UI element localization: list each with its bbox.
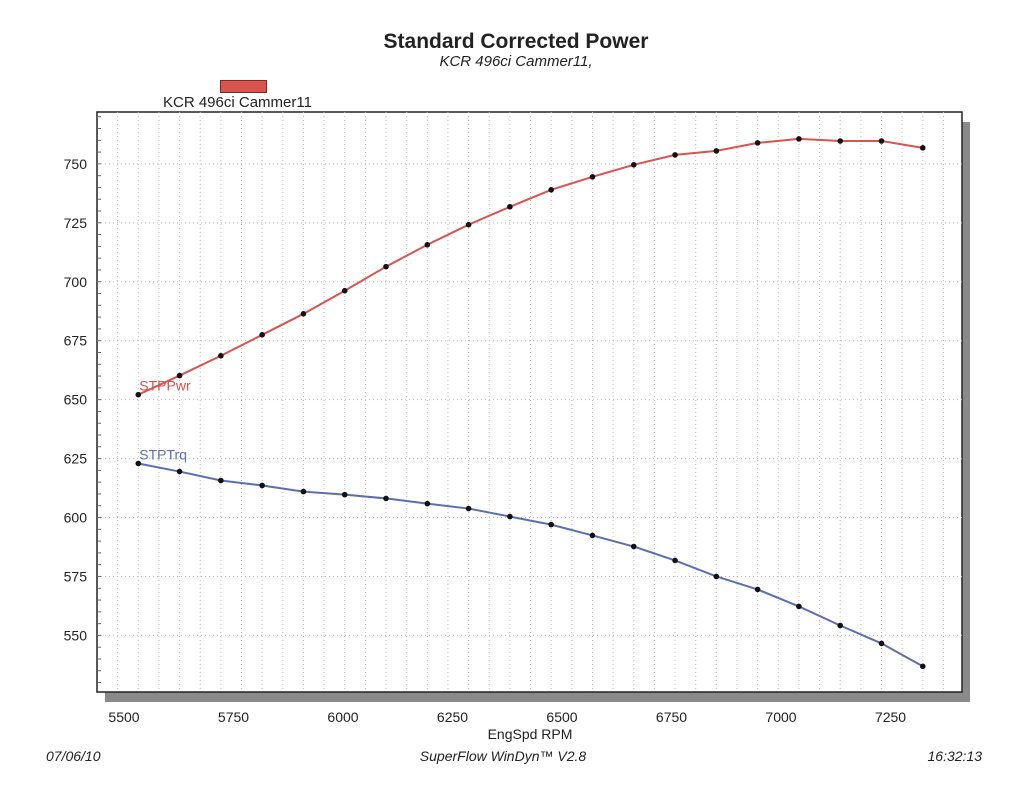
data-point-STPTrq: [796, 603, 802, 610]
y-tick-label: 575: [64, 568, 88, 584]
y-tick-label: 675: [64, 333, 88, 349]
data-point-STPPwr: [713, 148, 720, 154]
x-tick-label: 7000: [765, 709, 796, 725]
data-point-STPPwr: [796, 136, 802, 142]
footer-date: 07/06/10: [46, 748, 101, 764]
chart-title: Standard Corrected Power: [383, 30, 649, 53]
footer-software: SuperFlow WinDyn™ V2.8: [419, 748, 587, 764]
data-point-STPPwr: [135, 391, 142, 398]
data-point-STPTrq: [919, 663, 926, 670]
data-point-STPPwr: [837, 138, 843, 144]
y-tick-label: 700: [64, 274, 88, 290]
data-point-STPTrq: [837, 622, 843, 629]
data-point-STPPwr: [176, 372, 183, 379]
data-point-STPPwr: [878, 138, 885, 144]
data-point-STPTrq: [713, 573, 720, 580]
data-point-STPTrq: [878, 640, 885, 647]
data-point-STPTrq: [507, 513, 513, 520]
data-point-STPPwr: [754, 140, 761, 146]
x-tick-label: 5500: [108, 709, 139, 725]
x-tick-label: 6000: [327, 709, 358, 725]
data-point-STPPwr: [507, 203, 513, 210]
x-tick-label: 7250: [875, 709, 906, 725]
data-point-STPTrq: [630, 543, 637, 550]
data-point-STPTrq: [300, 488, 307, 495]
data-point-STPPwr: [218, 352, 224, 359]
y-tick-label: 750: [64, 156, 88, 172]
data-point-STPTrq: [259, 482, 265, 489]
y-tick-label: 725: [64, 215, 88, 231]
data-point-STPPwr: [548, 187, 554, 193]
data-point-STPTrq: [218, 477, 224, 484]
legend-swatch: [220, 80, 267, 93]
data-point-STPPwr: [630, 162, 637, 168]
y-tick-label: 625: [64, 451, 88, 467]
chart-subtitle: KCR 496ci Cammer11,: [439, 53, 593, 70]
data-point-STPTrq: [548, 521, 554, 528]
footer-time: 16:32:13: [927, 748, 983, 764]
x-tick-label: 6750: [656, 709, 687, 725]
y-tick-label: 650: [64, 392, 88, 408]
x-tick-label: 5750: [218, 709, 249, 725]
x-axis-label: EngSpd RPM: [488, 726, 573, 742]
data-point-STPTrq: [754, 586, 761, 593]
series-line-STPTrq: [138, 462, 924, 668]
data-point-STPTrq: [341, 491, 348, 498]
x-tick-label: 6250: [437, 709, 468, 725]
data-point-STPTrq: [176, 468, 183, 475]
x-tick-label: 6500: [546, 709, 577, 725]
series-line-STPPwr: [137, 137, 923, 396]
data-point-STPPwr: [341, 287, 348, 294]
data-point-STPPwr: [589, 174, 596, 180]
data-point-STPPwr: [672, 152, 678, 158]
data-point-STPPwr: [424, 241, 431, 248]
data-point-STPTrq: [465, 505, 472, 512]
data-point-STPPwr: [465, 221, 472, 228]
data-point-STPTrq: [589, 532, 596, 539]
series-label-STPPwr: STPPwr: [139, 378, 191, 394]
data-point-STPPwr: [259, 332, 265, 338]
data-point-STPTrq: [383, 495, 389, 502]
data-point-STPTrq: [135, 460, 142, 467]
data-point-STPTrq: [672, 557, 678, 564]
data-point-STPPwr: [300, 311, 307, 317]
y-tick-label: 550: [64, 627, 88, 643]
data-point-STPPwr: [383, 263, 389, 270]
y-tick-label: 600: [64, 510, 88, 526]
series-label-STPTrq: STPTrq: [139, 447, 187, 463]
data-point-STPTrq: [424, 500, 431, 507]
data-point-STPPwr: [919, 145, 926, 151]
legend-label: KCR 496ci Cammer11: [163, 94, 312, 111]
